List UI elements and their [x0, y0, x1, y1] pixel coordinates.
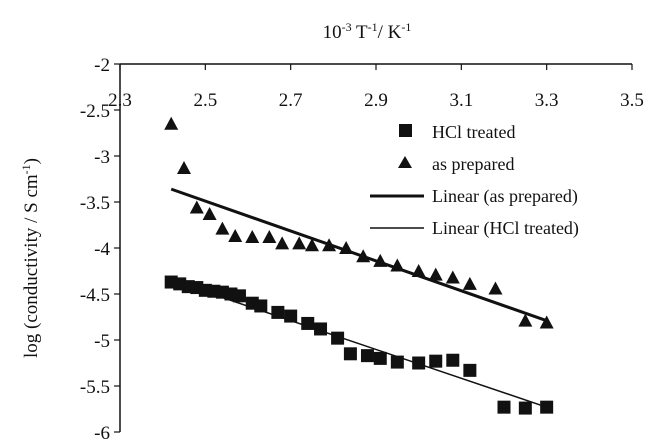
as-prepared-point [539, 315, 554, 329]
hcl-treated-point [373, 351, 387, 365]
as-prepared-point [164, 116, 179, 130]
y-tick-label: -6 [94, 423, 110, 439]
hcl-treated-point [232, 289, 246, 303]
legend-label-linear-hcl-treated: Linear (HCl treated) [432, 218, 579, 239]
hcl-treated-point [301, 316, 315, 330]
hcl-treated-point [540, 400, 554, 414]
legend-label-hcl-treated: HCl treated [432, 122, 515, 142]
x-tick-label: 3.1 [449, 90, 473, 111]
hcl-treated-point [518, 401, 532, 415]
legend: HCl treated as prepared Linear (as prepa… [364, 114, 621, 246]
legend-swatch-as-prepared [398, 156, 412, 168]
hcl-treated-point [360, 349, 374, 363]
x-tick-label: 2.5 [193, 90, 217, 111]
as-prepared-point [215, 221, 230, 235]
y-tick-label: -3 [94, 147, 110, 168]
as-prepared-point [411, 264, 426, 277]
as-prepared-point [462, 276, 477, 290]
as-prepared-point [189, 200, 204, 214]
as-prepared-point [339, 241, 354, 254]
y-tick-label: -5.5 [80, 377, 110, 398]
y-tick-label: -4.5 [80, 285, 110, 306]
hcl-treated-point [271, 305, 285, 319]
y-tick-label: -4 [94, 239, 110, 260]
hcl-treated-point [463, 363, 477, 377]
as-prepared-point [488, 281, 503, 295]
as-prepared-point [262, 229, 277, 243]
hcl-treated-point [412, 356, 426, 370]
as-prepared-point [322, 238, 337, 252]
as-prepared-point [177, 160, 191, 174]
as-prepared-point [292, 236, 307, 250]
fit-line-linear-as-prepared [170, 187, 548, 323]
y-tick-group: -6 -5.5 -5 -4.5 -4 -3.5 -3 -2.5 -2 [80, 55, 120, 439]
hcl-treated-point [446, 353, 460, 367]
as-prepared-point [228, 229, 243, 243]
as-prepared-point [445, 270, 460, 284]
as-prepared-point [373, 253, 388, 267]
legend-label-as-prepared: as prepared [432, 154, 514, 174]
x-tick-label: 2.3 [108, 90, 132, 111]
hcl-treated-point [314, 322, 328, 336]
hcl-treated-point [343, 347, 357, 361]
hcl-treated-point [497, 400, 511, 414]
x-tick-label: 3.5 [620, 90, 644, 111]
as-prepared-point [390, 258, 405, 272]
x-tick-label: 2.9 [364, 90, 388, 111]
y-tick-label: -2.5 [80, 101, 110, 122]
hcl-treated-point [254, 299, 268, 313]
y-tick-label: -5 [94, 331, 110, 352]
markers-group [164, 116, 554, 415]
hcl-treated-point [429, 354, 443, 368]
y-axis-title: log (conductivity / S cm-1) [19, 158, 42, 358]
y-tick-label: -2 [94, 55, 110, 76]
x-tick-label: 2.7 [279, 90, 303, 111]
y-tick-label: -3.5 [80, 193, 110, 214]
legend-label-linear-as-prepared: Linear (as prepared) [432, 186, 578, 207]
hcl-treated-point [284, 309, 298, 323]
legend-swatch-hcl-treated [399, 124, 412, 137]
as-prepared-point [305, 238, 319, 252]
hcl-treated-point [390, 355, 404, 369]
as-prepared-point [428, 267, 443, 281]
as-prepared-point [275, 236, 290, 250]
x-tick-group: 2.3 2.5 2.7 2.9 3.1 3.3 3.5 [108, 64, 644, 111]
x-axis-title: 10-3 T-1/ K-1 [323, 20, 412, 43]
as-prepared-point [202, 206, 217, 220]
hcl-treated-point [331, 331, 345, 345]
as-prepared-point [518, 313, 533, 327]
x-tick-label: 3.3 [535, 90, 559, 111]
as-prepared-point [245, 229, 260, 243]
as-prepared-point [356, 249, 371, 263]
